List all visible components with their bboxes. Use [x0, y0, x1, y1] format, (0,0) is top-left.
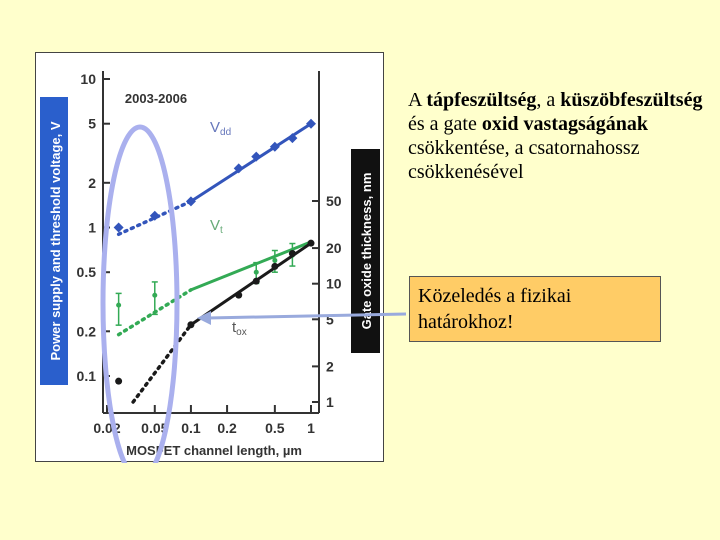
- right-tick-label: 10: [326, 276, 342, 292]
- tox-point: [235, 291, 243, 299]
- tox-trend-dotted: [131, 322, 193, 404]
- right-tick-label: 1: [326, 394, 334, 410]
- x-tick-label: 0.1: [181, 420, 201, 436]
- x-tick-label: 0.2: [217, 420, 237, 436]
- right-tick-label: 2: [326, 358, 334, 374]
- highlight-ellipse: [100, 124, 180, 463]
- main-text-bold: tápfeszültség: [426, 89, 537, 111]
- vdd-label: Vdd: [210, 119, 231, 138]
- main-text-part: és a gate: [408, 113, 482, 135]
- tox-point: [252, 277, 260, 285]
- left-tick-label: 10: [80, 71, 96, 87]
- tox-label: tox: [232, 319, 247, 338]
- tox-point: [115, 377, 123, 385]
- tox-point: [187, 321, 195, 329]
- tox-point: [288, 249, 296, 257]
- left-tick-label: 0.5: [77, 264, 97, 280]
- chart-svg: Power supply and threshold voltage, V Ga…: [40, 71, 380, 463]
- vdd-point: [185, 196, 196, 207]
- vdd-trend-dotted: [116, 199, 193, 237]
- right-tick-label: 5: [326, 311, 334, 327]
- chart-panel: Power supply and threshold voltage, V Ga…: [35, 52, 384, 463]
- main-text-bold: küszöbfeszültség: [560, 89, 703, 111]
- main-text-part: , a: [536, 89, 561, 111]
- right-tick-label: 50: [326, 193, 342, 209]
- vdd-point: [149, 210, 160, 221]
- left-tick-label: 0.2: [77, 323, 97, 339]
- vt-point: [272, 257, 278, 263]
- tox-point: [307, 239, 315, 247]
- left-tick-label: 1: [88, 220, 96, 236]
- vdd-point: [306, 118, 316, 129]
- left-tick-label: 5: [88, 116, 96, 132]
- vdd-point: [287, 133, 298, 144]
- vt-label: Vt: [210, 217, 223, 236]
- vdd-point: [269, 141, 280, 152]
- right-axis-label: Gate oxide thickness, nm: [359, 173, 374, 330]
- left-tick-label: 0.1: [77, 368, 97, 384]
- left-axis-label: Power supply and threshold voltage, V: [48, 121, 63, 360]
- main-text-bold: oxid vastagságának: [481, 113, 649, 135]
- left-axis-band: [40, 97, 68, 385]
- x-axis-label: MOSFET channel length, µm: [126, 443, 302, 458]
- vt-trend-solid: [190, 240, 312, 292]
- vdd-point: [113, 222, 124, 233]
- main-text-part: csökkentése, a csatornahossz csökkenésév…: [408, 137, 640, 183]
- callout-box: Közeledés a fizikai határokhoz!: [409, 276, 661, 342]
- marks-group: [113, 118, 316, 404]
- vt-point: [152, 292, 158, 298]
- x-tick-label: 1: [307, 420, 315, 436]
- chart-title: 2003-2006: [125, 91, 187, 106]
- tox-point: [271, 262, 279, 270]
- right-tick-label: 20: [326, 240, 342, 256]
- tick-group: 0.02 0.05 0.1 0.2 0.5 10.10.20.51251012510205…: [77, 71, 342, 436]
- vdd-point: [233, 163, 244, 174]
- x-tick-label: 0.5: [265, 420, 285, 436]
- vt-point: [116, 302, 122, 308]
- main-text: A tápfeszültség, a küszöbfeszültség és a…: [408, 88, 708, 184]
- x-tick-label: 0.05: [141, 420, 168, 436]
- vt-point: [253, 269, 259, 275]
- left-tick-label: 2: [88, 175, 96, 191]
- main-text-part: A: [408, 89, 427, 111]
- vdd-point: [251, 151, 262, 162]
- callout-text: Közeledés a fizikai határokhoz!: [418, 285, 572, 333]
